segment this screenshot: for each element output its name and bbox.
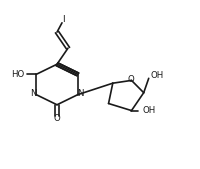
Text: N: N — [30, 89, 37, 99]
Text: O: O — [127, 75, 134, 84]
Text: N: N — [77, 89, 84, 99]
Text: HO: HO — [11, 70, 24, 79]
Text: OH: OH — [142, 106, 156, 115]
Text: I: I — [62, 15, 65, 24]
Text: O: O — [54, 114, 60, 123]
Text: OH: OH — [150, 71, 164, 80]
